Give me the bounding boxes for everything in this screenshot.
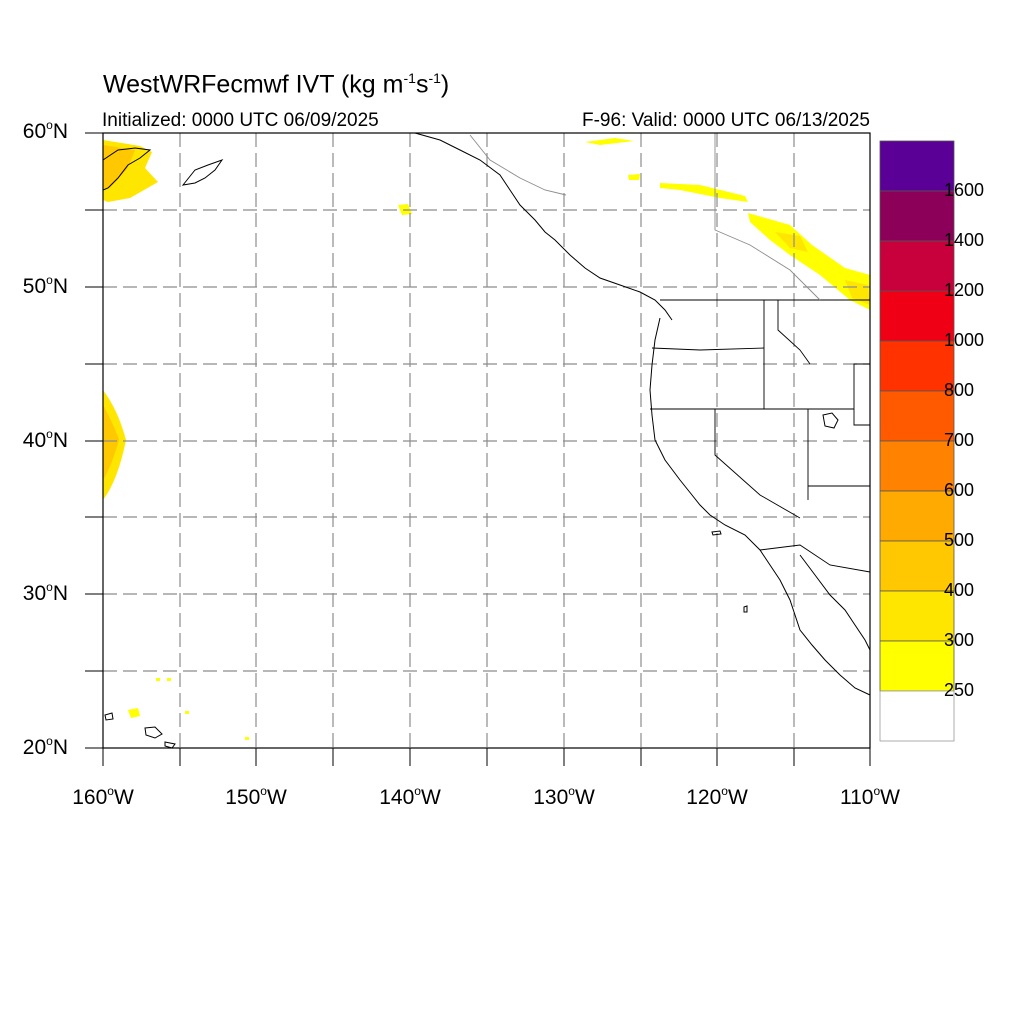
colorbar-swatch	[879, 390, 955, 442]
graticule	[103, 133, 870, 748]
colorbar-label: 700	[944, 430, 975, 450]
colorbar-label: 1600	[944, 180, 985, 200]
colorbar-swatch	[879, 290, 955, 342]
colorbar-swatch	[879, 440, 955, 492]
lon-label-160w: 160oW	[72, 784, 134, 809]
lon-label-150w: 150oW	[225, 784, 287, 809]
lon-label-110w: 110oW	[840, 784, 900, 809]
axis-ticks	[85, 132, 871, 766]
colorbar-label: 800	[944, 380, 975, 400]
ivt-shading	[103, 138, 870, 740]
colorbar-label: 500	[944, 530, 975, 550]
lon-label-140w: 140oW	[379, 784, 441, 809]
valid-time-label: F-96: Valid: 0000 UTC 06/13/2025	[582, 110, 870, 131]
coastlines	[102, 132, 871, 749]
lat-label-40n: 40oN	[22, 427, 68, 452]
colorbar-label: 300	[944, 630, 975, 650]
initialized-label: Initialized: 0000 UTC 06/09/2025	[102, 110, 379, 131]
lat-label-50n: 50oN	[22, 273, 68, 298]
lon-label-120w: 120oW	[686, 784, 748, 809]
lat-label-60n: 60oN	[22, 118, 68, 143]
colorbar-swatch	[879, 590, 955, 642]
colorbar-swatch	[879, 540, 955, 592]
lon-label-130w: 130oW	[533, 784, 595, 809]
colorbar-swatch	[879, 690, 955, 742]
colorbar-swatch	[879, 340, 955, 392]
colorbar-label: 1000	[944, 330, 985, 350]
colorbar-swatch	[879, 140, 955, 192]
chart-title: WestWRFecmwf IVT (kg m-1s-1)	[103, 70, 450, 99]
colorbar-swatch	[879, 240, 955, 292]
lat-label-30n: 30oN	[22, 580, 68, 605]
colorbar-swatch	[879, 490, 955, 542]
colorbar-label: 250	[944, 680, 975, 700]
state-borders	[650, 299, 871, 573]
lat-label-20n: 20oN	[22, 734, 68, 759]
colorbar-swatch	[879, 190, 955, 242]
colorbar-label: 1200	[944, 280, 985, 300]
colorbar-label: 600	[944, 480, 975, 500]
colorbar-swatch	[879, 640, 955, 692]
other-borders	[469, 133, 821, 301]
colorbar-label: 1400	[944, 230, 985, 250]
colorbar	[879, 140, 955, 742]
colorbar-label: 400	[944, 580, 975, 600]
